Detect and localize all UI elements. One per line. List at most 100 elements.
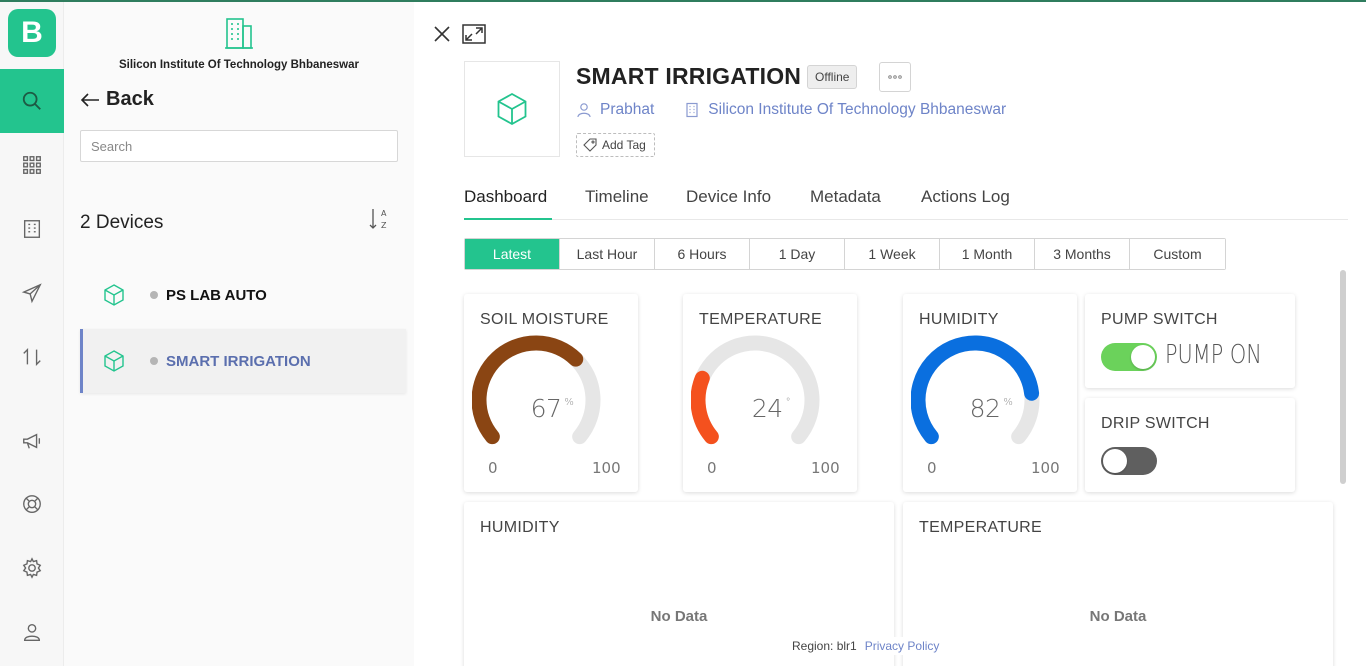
range-3-months[interactable]: 3 Months bbox=[1035, 239, 1130, 269]
gauge-value: 67% bbox=[530, 394, 574, 423]
humidity-gauge bbox=[911, 335, 1040, 445]
widget-title: SOIL MOISTURE bbox=[480, 311, 609, 328]
organizations-nav[interactable] bbox=[0, 197, 64, 261]
widget-title: PUMP SWITCH bbox=[1101, 311, 1218, 328]
no-data-message: No Data bbox=[1089, 608, 1147, 625]
cube-icon bbox=[104, 284, 124, 306]
search-nav[interactable] bbox=[0, 69, 64, 133]
cube-icon bbox=[104, 350, 124, 372]
top-accent-line bbox=[0, 0, 1366, 2]
gear-icon bbox=[22, 557, 42, 579]
gauge-max: 100 bbox=[811, 459, 840, 477]
gauge-min: 0 bbox=[707, 459, 717, 477]
send-icon bbox=[21, 283, 42, 304]
add-tag-label: Add Tag bbox=[602, 138, 646, 152]
sort-az-icon[interactable]: AZ bbox=[368, 206, 392, 232]
device-list-panel: Silicon Institute Of Technology Bhbanesw… bbox=[64, 0, 414, 666]
toggle-knob bbox=[1103, 449, 1127, 473]
gauge-fill bbox=[911, 335, 1040, 445]
expand-icon[interactable] bbox=[462, 23, 486, 45]
device-row-ps-lab-auto[interactable]: PS LAB AUTO bbox=[80, 263, 406, 327]
widget-title: TEMPERATURE bbox=[919, 519, 1043, 536]
device-count: 2 Devices bbox=[80, 212, 164, 233]
organization-link[interactable]: Silicon Institute Of Technology Bhbanesw… bbox=[708, 101, 1007, 118]
toggle-knob bbox=[1131, 345, 1155, 369]
building-icon bbox=[23, 220, 41, 238]
range-1-month[interactable]: 1 Month bbox=[940, 239, 1035, 269]
region-label: Region: blr1 bbox=[792, 639, 857, 653]
exchange-icon bbox=[23, 348, 41, 366]
soil-moisture-gauge bbox=[472, 335, 601, 445]
status-dot bbox=[150, 291, 158, 299]
svg-text:A: A bbox=[381, 209, 387, 218]
more-options-button[interactable] bbox=[879, 62, 911, 92]
grid-icon bbox=[23, 156, 41, 174]
megaphone-icon bbox=[23, 433, 41, 449]
back-label: Back bbox=[106, 88, 154, 110]
settings-nav[interactable] bbox=[0, 536, 64, 600]
cube-icon bbox=[497, 92, 527, 126]
range-1-day[interactable]: 1 Day bbox=[750, 239, 845, 269]
building-icon bbox=[686, 102, 698, 118]
transfer-nav[interactable] bbox=[0, 325, 64, 389]
announcements-nav[interactable] bbox=[0, 409, 64, 473]
range-custom[interactable]: Custom bbox=[1130, 239, 1225, 269]
organization-building-icon bbox=[225, 18, 253, 49]
gauge-fill bbox=[691, 370, 719, 445]
scrollbar[interactable] bbox=[1340, 270, 1346, 484]
devices-nav[interactable] bbox=[0, 133, 64, 197]
close-icon[interactable] bbox=[432, 24, 452, 44]
widget-title: TEMPERATURE bbox=[699, 311, 823, 328]
widget-title: HUMIDITY bbox=[480, 519, 560, 536]
gauge-max: 100 bbox=[592, 459, 621, 477]
time-range-selector: Latest Last Hour 6 Hours 1 Day 1 Week 1 … bbox=[464, 238, 1226, 270]
ellipsis-icon bbox=[888, 75, 902, 79]
organization-name: Silicon Institute Of Technology Bhbanesw… bbox=[118, 59, 360, 71]
gauge-value: 24 ° bbox=[751, 394, 791, 423]
tab-dashboard[interactable]: Dashboard bbox=[464, 187, 548, 206]
add-tag-button[interactable]: Add Tag bbox=[576, 133, 655, 157]
lifebuoy-icon bbox=[23, 495, 41, 513]
tab-actions-log[interactable]: Actions Log bbox=[921, 187, 1010, 206]
device-tabs: Dashboard Timeline Device Info Metadata … bbox=[464, 184, 1348, 220]
device-search-input[interactable] bbox=[80, 130, 398, 162]
temperature-gauge bbox=[691, 335, 820, 445]
device-name: PS LAB AUTO bbox=[166, 286, 267, 304]
widget-title: DRIP SWITCH bbox=[1101, 415, 1210, 432]
svg-text:Z: Z bbox=[381, 221, 387, 230]
tab-metadata[interactable]: Metadata bbox=[810, 187, 881, 206]
profile-nav[interactable] bbox=[0, 600, 64, 664]
gauge-max: 100 bbox=[1031, 459, 1060, 477]
back-button[interactable]: Back bbox=[80, 88, 154, 111]
device-row-smart-irrigation[interactable]: SMART IRRIGATION bbox=[80, 329, 406, 393]
privacy-policy-link[interactable]: Privacy Policy bbox=[864, 639, 940, 653]
device-detail: SMART IRRIGATION Offline Prabhat Silicon… bbox=[414, 0, 1366, 666]
widget-title: HUMIDITY bbox=[919, 311, 999, 328]
tag-icon bbox=[583, 138, 597, 152]
pump-switch-widget: PUMP SWITCH PUMP ON bbox=[1085, 294, 1295, 388]
help-nav[interactable] bbox=[0, 472, 64, 536]
range-last-hour[interactable]: Last Hour bbox=[560, 239, 655, 269]
app-logo[interactable]: B bbox=[8, 9, 56, 57]
range-6-hours[interactable]: 6 Hours bbox=[655, 239, 750, 269]
gauge-min: 0 bbox=[927, 459, 937, 477]
pump-switch-label: PUMP ON bbox=[1165, 340, 1262, 370]
temperature-chart-widget: TEMPERATURE No Data bbox=[903, 502, 1333, 666]
device-name: SMART IRRIGATION bbox=[166, 352, 311, 370]
drip-switch-toggle[interactable] bbox=[1101, 447, 1157, 475]
owner-link[interactable]: Prabhat bbox=[600, 101, 655, 118]
icon-rail: B bbox=[0, 0, 64, 666]
range-latest[interactable]: Latest bbox=[465, 239, 560, 269]
no-data-message: No Data bbox=[650, 608, 708, 625]
gauge-min: 0 bbox=[488, 459, 498, 477]
pump-switch-toggle[interactable] bbox=[1101, 343, 1157, 371]
tab-device-info[interactable]: Device Info bbox=[686, 187, 772, 206]
device-meta: Prabhat Silicon Institute Of Technology … bbox=[576, 101, 1006, 119]
status-dot bbox=[150, 357, 158, 365]
status-badge: Offline bbox=[807, 65, 858, 89]
user-icon bbox=[23, 623, 41, 641]
soil-moisture-widget: SOIL MOISTURE 67% 0 100 bbox=[464, 294, 638, 492]
range-1-week[interactable]: 1 Week bbox=[845, 239, 940, 269]
messages-nav[interactable] bbox=[0, 261, 64, 325]
tab-timeline[interactable]: Timeline bbox=[585, 187, 649, 206]
